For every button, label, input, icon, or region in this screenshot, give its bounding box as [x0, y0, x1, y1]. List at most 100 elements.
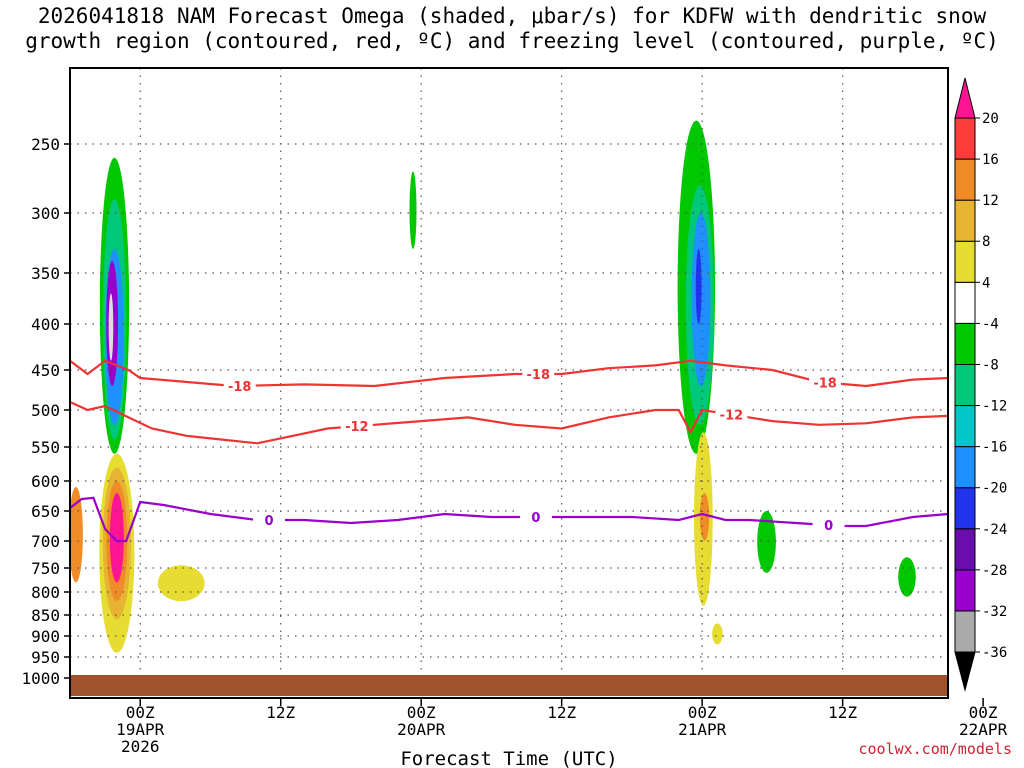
plot-area — [70, 68, 948, 698]
y-tick-label-800: 800 — [31, 583, 60, 602]
y-tick-label-650: 650 — [31, 502, 60, 521]
credit-text[interactable]: coolwx.com/models — [858, 740, 1012, 758]
contour-label-bg — [522, 366, 555, 382]
x-tick-label-48-0: 00Z — [688, 703, 717, 722]
chart-title: 2026041818 NAM Forecast Omega (shaded, μ… — [0, 4, 1024, 54]
x-tick-label-24-1: 20APR — [397, 720, 446, 739]
y-tick-label-450: 450 — [31, 361, 60, 380]
omega-region-plume-0z19 — [108, 293, 114, 361]
contour-line--18 — [69, 359, 949, 388]
omega-region-sink-left — [68, 487, 83, 583]
x-tick-label-0-2: 2026 — [121, 737, 160, 756]
title-line-2: growth region (contoured, red, ºC) and f… — [25, 29, 999, 53]
title-line-1: 2026041818 NAM Forecast Omega (shaded, μ… — [37, 4, 987, 28]
omega-shading-layer — [68, 120, 916, 653]
omega-region-patch-300 — [409, 171, 417, 249]
x-tick-label-36-0: 12Z — [547, 703, 576, 722]
x-tick-label-24-0: 00Z — [407, 703, 436, 722]
y-tick-label-700: 700 — [31, 532, 60, 551]
x-tick-label-0-1: 19APR — [116, 720, 165, 739]
colorbar-box-0 — [954, 610, 976, 653]
colorbar-label--32: -32 — [982, 604, 1007, 620]
contour-label--18-1: -18 — [527, 368, 551, 383]
colorbar-box-10 — [954, 199, 976, 242]
colorbar-label--12: -12 — [982, 399, 1007, 415]
colorbar-arrow-top — [954, 77, 976, 119]
colorbar-label-8: 8 — [982, 234, 990, 250]
colorbar-label--8: -8 — [982, 357, 999, 373]
contour-label-bg — [715, 406, 748, 423]
colorbar-label--4: -4 — [982, 316, 999, 332]
colorbar-box-12 — [954, 117, 976, 160]
x-tick-label-72-1: 22APR — [959, 720, 1008, 739]
colorbar-label--28: -28 — [982, 563, 1007, 579]
x-tick-label-48-1: 21APR — [678, 720, 727, 739]
colorbar-label-12: 12 — [982, 193, 999, 209]
y-tick-label-350: 350 — [31, 264, 60, 283]
y-tick-label-750: 750 — [31, 559, 60, 578]
colorbar-box-8 — [954, 281, 976, 324]
y-tick-label-1000: 1000 — [21, 669, 60, 688]
ground-surface — [70, 675, 948, 696]
colorbar-box-6 — [954, 363, 976, 407]
omega-region-patch-750b — [898, 557, 916, 597]
colorbar-label-4: 4 — [982, 275, 990, 291]
contour-label-bg — [519, 509, 552, 525]
contour-label--18-2: -18 — [813, 377, 837, 392]
y-tick-label-550: 550 — [31, 438, 60, 457]
omega-region-patch-700 — [757, 511, 776, 573]
colorbar-box-11 — [954, 158, 976, 201]
y-axis: 250 300 350 400 450 500 550 600 650 700 750 800 850 9… — [21, 135, 70, 688]
colorbar-box-7 — [954, 322, 976, 365]
colorbar-box-4 — [954, 446, 976, 489]
x-tick-label-0-0: 00Z — [126, 703, 155, 722]
colorbar-label--24: -24 — [982, 522, 1007, 538]
contour-label-bg — [223, 377, 256, 394]
y-tick-label-500: 500 — [31, 401, 60, 420]
omega-region-sink-0z19 — [109, 493, 124, 583]
x-tick-label-12-0: 12Z — [266, 703, 295, 722]
colorbar-box-9 — [954, 240, 976, 283]
omega-region-plume-21apr — [695, 249, 702, 324]
y-tick-label-850: 850 — [31, 606, 60, 625]
contour-label-bg — [812, 517, 845, 534]
contour-label-bg — [253, 512, 286, 528]
contour-label--12-0: -12 — [345, 420, 369, 435]
colorbar-label--16: -16 — [982, 440, 1007, 456]
y-tick-label-950: 950 — [31, 648, 60, 667]
y-tick-label-900: 900 — [31, 627, 60, 646]
plot-frame — [69, 67, 949, 699]
colorbar-label--20: -20 — [982, 481, 1007, 497]
contour-label-bg — [340, 418, 373, 435]
contour-label--18-0: -18 — [228, 380, 252, 395]
colorbar-label-16: 16 — [982, 152, 999, 168]
x-axis-label: Forecast Time (UTC) — [400, 748, 617, 768]
contour-label-0-1: 0 — [531, 511, 540, 526]
y-tick-label-400: 400 — [31, 315, 60, 334]
colorbar-box-1 — [954, 569, 976, 612]
colorbar-box-2 — [954, 528, 976, 571]
contour-label-bg — [809, 374, 842, 391]
omega-region-patch-900 — [712, 623, 723, 645]
colorbar: -36 -32 -28 -24 -20 -16 -12 -8 -4 4 8 12 16 20 — [954, 77, 1007, 692]
colorbar-label-20: 20 — [982, 111, 999, 127]
omega-region-patch-750 — [157, 565, 205, 602]
omega-region-sink-21apr — [699, 493, 710, 541]
colorbar-box-3 — [954, 487, 976, 530]
x-tick-label-60-0: 12Z — [828, 703, 857, 722]
colorbar-arrow-bottom — [954, 651, 976, 692]
contour-label-0-2: 0 — [824, 519, 833, 534]
contour-line--12 — [69, 400, 949, 445]
colorbar-box-5 — [954, 405, 976, 448]
colorbar-label--36: -36 — [982, 645, 1007, 661]
contour-layer: -18 -18 -18 -12 -12 0 0 0 — [69, 359, 949, 543]
y-tick-label-250: 250 — [31, 135, 60, 154]
contour-label-0-0: 0 — [264, 514, 273, 529]
contour-label--12-1: -12 — [720, 409, 744, 424]
y-tick-label-300: 300 — [31, 204, 60, 223]
contour-line-0 — [69, 496, 949, 543]
x-tick-label-72-0: 00Z — [969, 703, 998, 722]
y-tick-label-600: 600 — [31, 472, 60, 491]
